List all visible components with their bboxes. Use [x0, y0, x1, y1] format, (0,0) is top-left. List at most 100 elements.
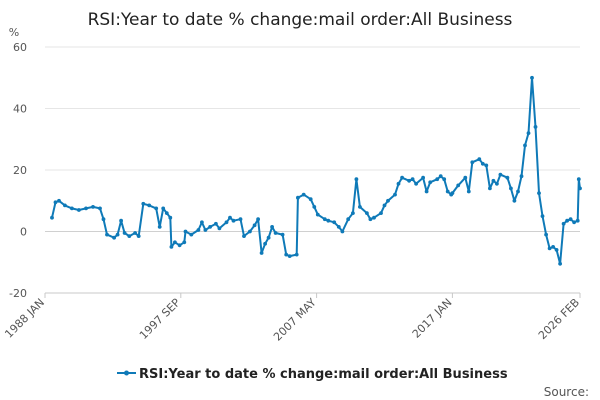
data-point[interactable] — [368, 217, 373, 222]
data-point[interactable] — [498, 172, 503, 177]
data-point[interactable] — [248, 229, 252, 234]
data-point[interactable] — [526, 131, 531, 136]
data-point[interactable] — [547, 246, 552, 251]
data-point[interactable] — [495, 181, 499, 186]
data-point[interactable] — [63, 203, 67, 208]
data-point[interactable] — [287, 254, 292, 258]
data-point[interactable] — [340, 229, 345, 234]
data-point[interactable] — [558, 261, 562, 266]
data-point[interactable] — [273, 231, 278, 235]
data-point[interactable] — [428, 180, 433, 185]
data-point[interactable] — [358, 205, 362, 209]
data-point[interactable] — [512, 198, 517, 203]
data-point[interactable] — [533, 125, 538, 129]
data-point[interactable] — [164, 211, 169, 216]
data-point[interactable] — [480, 161, 485, 166]
legend[interactable]: RSI:Year to date % change:mail order:All… — [117, 367, 508, 382]
data-point[interactable] — [470, 160, 475, 165]
data-point[interactable] — [173, 240, 177, 245]
data-point[interactable] — [115, 232, 120, 237]
data-point[interactable] — [540, 214, 545, 219]
data-point[interactable] — [315, 212, 320, 217]
data-point[interactable] — [354, 177, 359, 182]
data-point[interactable] — [326, 218, 331, 223]
data-point[interactable] — [576, 177, 581, 182]
data-point[interactable] — [224, 220, 229, 225]
data-point[interactable] — [308, 197, 313, 202]
data-point[interactable] — [217, 226, 222, 231]
data-point[interactable] — [50, 215, 54, 220]
data-point[interactable] — [456, 183, 461, 188]
data-point[interactable] — [466, 189, 471, 194]
data-point[interactable] — [280, 232, 285, 237]
data-point[interactable] — [154, 206, 159, 211]
data-point[interactable] — [516, 189, 520, 194]
data-point[interactable] — [435, 177, 440, 182]
data-point[interactable] — [105, 232, 109, 237]
data-point[interactable] — [266, 235, 271, 240]
data-point[interactable] — [270, 225, 274, 229]
data-point[interactable] — [228, 215, 232, 220]
data-point[interactable] — [488, 186, 492, 191]
data-point[interactable] — [544, 232, 548, 237]
data-point[interactable] — [284, 252, 289, 257]
data-point[interactable] — [450, 191, 455, 196]
data-point[interactable] — [147, 203, 152, 208]
data-point[interactable] — [127, 234, 132, 239]
data-point[interactable] — [70, 206, 74, 211]
data-point[interactable] — [196, 228, 201, 232]
data-point[interactable] — [242, 234, 246, 239]
data-point[interactable] — [382, 203, 387, 208]
data-point[interactable] — [136, 234, 141, 239]
data-point[interactable] — [122, 231, 127, 235]
data-point[interactable] — [200, 220, 204, 225]
data-point[interactable] — [561, 221, 566, 226]
data-point[interactable] — [133, 231, 138, 235]
data-point[interactable] — [312, 205, 317, 209]
data-point[interactable] — [98, 206, 102, 211]
data-point[interactable] — [259, 251, 264, 255]
data-point[interactable] — [208, 225, 213, 229]
data-point[interactable] — [189, 232, 194, 237]
data-point[interactable] — [578, 186, 582, 191]
data-point[interactable] — [112, 235, 116, 240]
data-point[interactable] — [575, 218, 580, 223]
data-point[interactable] — [530, 75, 534, 80]
data-point[interactable] — [568, 217, 573, 222]
data-point[interactable] — [119, 218, 123, 223]
data-point[interactable] — [554, 248, 559, 252]
data-point[interactable] — [414, 181, 418, 186]
data-point[interactable] — [203, 228, 208, 232]
data-point[interactable] — [386, 198, 390, 203]
data-point[interactable] — [421, 175, 425, 180]
data-point[interactable] — [169, 245, 174, 249]
data-point[interactable] — [141, 201, 146, 206]
data-point[interactable] — [231, 218, 236, 223]
data-point[interactable] — [161, 206, 166, 211]
data-point[interactable] — [177, 243, 182, 248]
data-point[interactable] — [396, 181, 401, 186]
data-point[interactable] — [565, 218, 569, 223]
data-point[interactable] — [322, 217, 327, 222]
data-point[interactable] — [214, 221, 218, 226]
data-point[interactable] — [182, 240, 187, 245]
data-point[interactable] — [301, 192, 306, 197]
data-point[interactable] — [410, 177, 415, 182]
data-point[interactable] — [537, 191, 541, 196]
data-point[interactable] — [365, 211, 369, 216]
data-point[interactable] — [157, 225, 162, 229]
data-point[interactable] — [263, 241, 267, 246]
data-point[interactable] — [256, 217, 260, 222]
data-point[interactable] — [424, 189, 429, 194]
data-point[interactable] — [336, 225, 341, 229]
data-point[interactable] — [505, 175, 510, 180]
data-point[interactable] — [351, 211, 355, 216]
data-point[interactable] — [551, 245, 555, 249]
data-point[interactable] — [53, 200, 58, 205]
data-point[interactable] — [77, 208, 81, 212]
data-point[interactable] — [484, 163, 489, 168]
data-point[interactable] — [523, 143, 527, 148]
data-point[interactable] — [442, 177, 447, 182]
data-point[interactable] — [519, 174, 524, 179]
data-point[interactable] — [393, 192, 397, 197]
